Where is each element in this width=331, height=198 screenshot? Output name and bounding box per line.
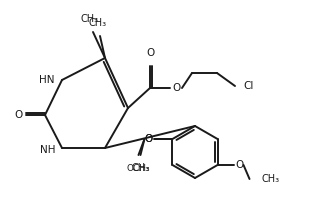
Text: O: O	[147, 48, 155, 58]
Text: O: O	[144, 134, 153, 144]
Text: OCH₃: OCH₃	[127, 164, 150, 173]
Text: O: O	[144, 134, 153, 144]
Text: O: O	[235, 160, 244, 170]
Text: Cl: Cl	[244, 81, 254, 91]
Text: HN: HN	[38, 75, 54, 85]
Text: NH: NH	[39, 145, 55, 155]
Text: O: O	[14, 110, 22, 120]
Text: CH₃: CH₃	[81, 14, 99, 24]
Text: CH₃: CH₃	[261, 174, 280, 184]
Text: CH₃: CH₃	[131, 163, 150, 173]
Text: O: O	[173, 83, 181, 93]
Text: CH₃: CH₃	[89, 18, 107, 28]
